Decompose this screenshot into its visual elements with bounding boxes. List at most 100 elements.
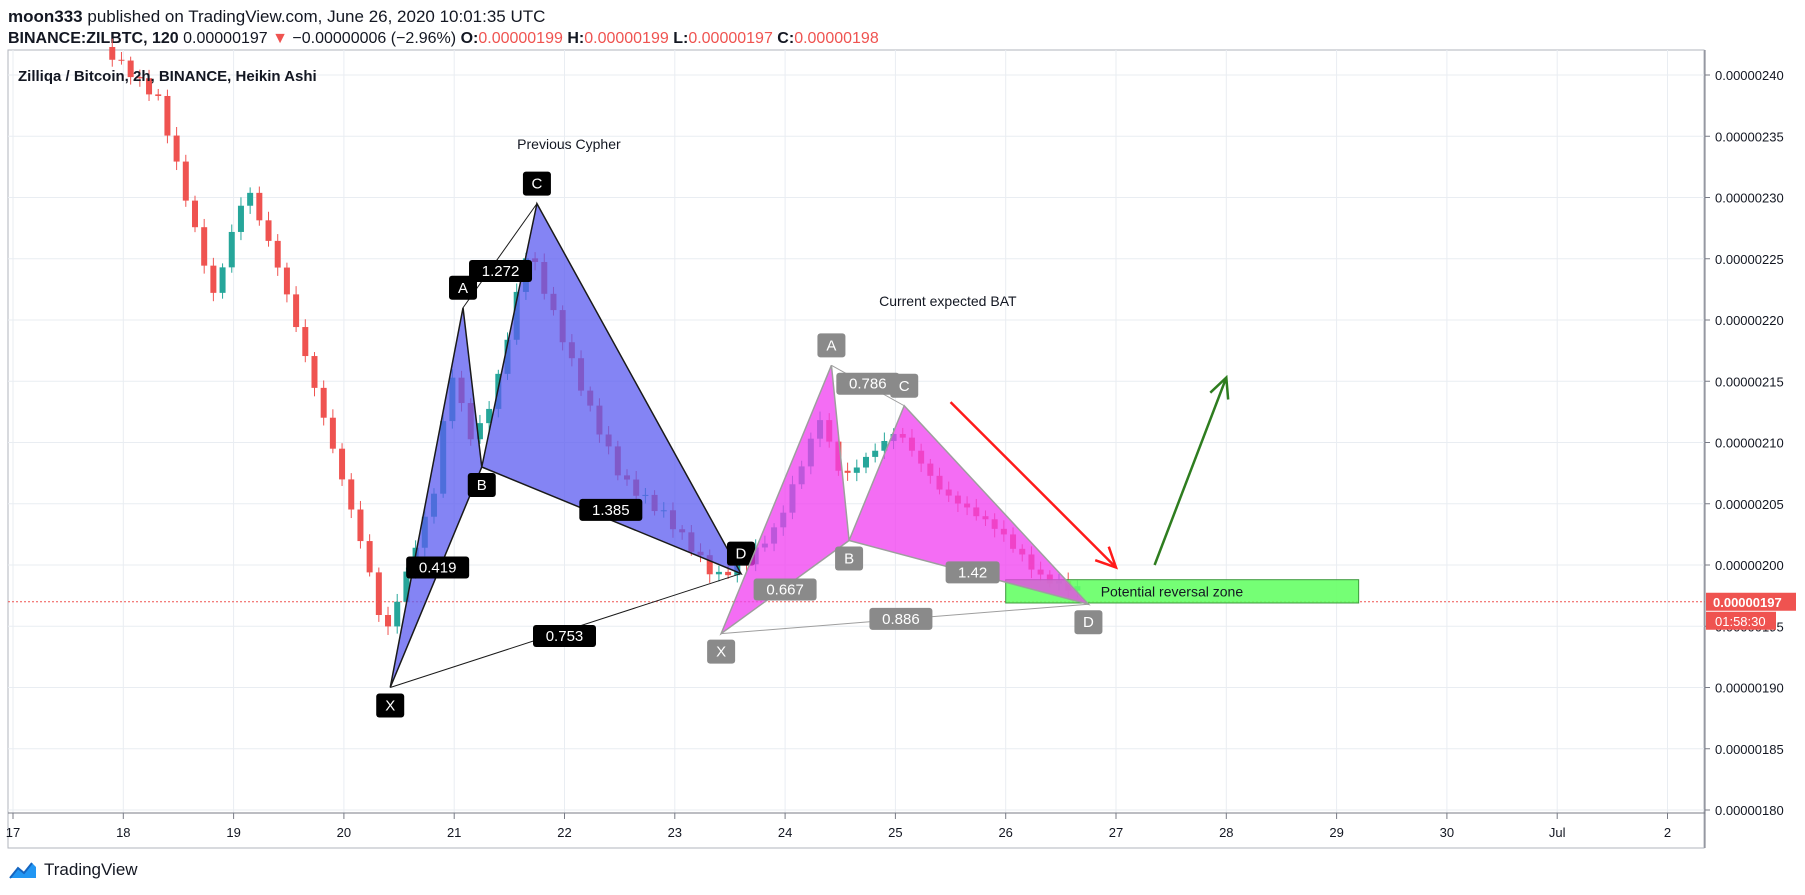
- y-tick-label: 0.00000190: [1715, 681, 1784, 696]
- candle-body: [394, 601, 401, 627]
- cypher-ratio-label: 0.753: [546, 628, 584, 645]
- green-arrow-head: [1209, 374, 1230, 400]
- ohlc-line: BINANCE:ZILBTC, 120 0.00000197 ▼ −0.0000…: [8, 28, 1788, 50]
- high-value: 0.00000199: [584, 30, 669, 47]
- x-tick-label: 29: [1329, 825, 1343, 840]
- x-tick-label: 25: [888, 825, 902, 840]
- change-down-icon: ▼: [272, 30, 288, 47]
- bat-point-box: [817, 333, 846, 358]
- cypher-point-label: A: [458, 280, 468, 297]
- y-tick-label: 0.00000235: [1715, 129, 1784, 144]
- candle-body: [844, 470, 851, 473]
- candle-body: [210, 265, 217, 293]
- candle-body: [715, 571, 722, 575]
- open-label: O:: [460, 30, 479, 47]
- candle-body: [265, 220, 272, 241]
- low-value: 0.00000197: [688, 30, 773, 47]
- candle-body: [476, 423, 483, 440]
- publish-line: moon333 published on TradingView.com, Ju…: [8, 6, 1788, 28]
- chart-title: Zilliqa / Bitcoin, 2h, BINANCE, Heikin A…: [18, 68, 317, 85]
- candle-body: [283, 267, 290, 295]
- x-tick-label: 20: [337, 825, 351, 840]
- symbol-label[interactable]: BINANCE:ZILBTC, 120: [8, 30, 179, 47]
- candle-body: [173, 135, 180, 162]
- cypher-ratio-box: [406, 556, 470, 579]
- candle-body: [339, 448, 346, 480]
- candle-body: [872, 450, 879, 457]
- chart-axes: 0.00000240 0.00000235 0.00000230 0.00000225…: [6, 50, 1796, 848]
- candle-body: [348, 479, 355, 510]
- bat-point-label: D: [1083, 614, 1094, 631]
- previous-cypher-title: Previous Cypher: [517, 136, 621, 152]
- candle-body: [247, 192, 254, 206]
- candle-body: [155, 94, 162, 96]
- bat-ratio-box: [753, 578, 817, 601]
- reversal-zone-box: [1005, 579, 1360, 604]
- footer-brand[interactable]: TradingView: [44, 860, 138, 879]
- cypher-point-label: X: [385, 698, 395, 715]
- x-tick-label: 21: [447, 825, 461, 840]
- candle-body: [146, 78, 153, 95]
- x-tick-label: 18: [116, 825, 130, 840]
- red-arrow-shaft: [949, 401, 1117, 569]
- candle-body: [403, 571, 410, 602]
- last-value: 0.00000197: [183, 30, 268, 47]
- bat-ratio-label: 0.886: [882, 611, 920, 628]
- chart-grid: [7, 49, 1705, 849]
- plot-frame: [7, 49, 1705, 849]
- bat-ratio-box: [869, 607, 933, 630]
- y-tick-label: 0.00000185: [1715, 742, 1784, 757]
- cypher-ratio-box: [579, 498, 643, 521]
- y-tick-label: 0.00000180: [1715, 803, 1784, 818]
- y-tick-label: 0.00000230: [1715, 191, 1784, 206]
- footer: TradingView: [8, 860, 138, 880]
- change-value: −0.00000006 (−2.96%): [292, 30, 457, 47]
- candle-body: [486, 408, 493, 424]
- harmonic-patterns: 1.272 0.419 1.385 0.753 X A B C D Potential rever…: [376, 136, 1360, 718]
- green-arrow-shaft: [1153, 377, 1228, 566]
- bat-point-label: X: [716, 644, 726, 661]
- tradingview-logo-icon: [9, 862, 36, 879]
- cypher-point-box: [726, 541, 755, 566]
- candle-body: [201, 227, 208, 266]
- y-tick-label: 0.00000220: [1715, 313, 1784, 328]
- bat-ratio-label: 0.667: [766, 582, 804, 599]
- bat-ratio-box: [836, 372, 900, 395]
- bat-point-box: [835, 546, 864, 571]
- published-text: published on TradingView.com, June 26, 2…: [87, 7, 546, 26]
- candle-body: [366, 541, 373, 573]
- candle-body: [274, 240, 281, 268]
- x-tick-label: 30: [1440, 825, 1454, 840]
- x-tick-label: 19: [226, 825, 240, 840]
- candle-body: [329, 417, 336, 449]
- candle-body: [256, 192, 263, 221]
- bat-ratio-label: 1.42: [958, 564, 987, 581]
- cypher-point-label: D: [736, 546, 747, 563]
- candle-body: [375, 572, 382, 615]
- candle-body: [385, 614, 392, 627]
- countdown-badge: [1706, 611, 1776, 630]
- cypher-ratio-box: [533, 625, 596, 648]
- candle-body: [191, 200, 198, 228]
- author-name[interactable]: moon333: [8, 7, 83, 26]
- x-tick-label: 17: [6, 825, 20, 840]
- last-price-label: 0.00000197: [1713, 595, 1782, 610]
- bat-point-box: [1074, 610, 1103, 635]
- x-tick-label: Jul: [1549, 825, 1566, 840]
- y-tick-label: 0.00000200: [1715, 558, 1784, 573]
- candle-body: [881, 440, 888, 451]
- x-tick-label: 28: [1219, 825, 1233, 840]
- cypher-ratio-label: 1.272: [482, 263, 520, 280]
- bat-point-box: [890, 373, 919, 398]
- cypher-ratio-label: 1.385: [592, 502, 630, 519]
- cypher-point-box: [522, 171, 551, 196]
- candle-body: [725, 571, 732, 576]
- cypher-point-label: C: [532, 176, 543, 193]
- y-tick-label: 0.00000215: [1715, 374, 1784, 389]
- candle-body: [164, 95, 171, 136]
- candle-body: [862, 456, 869, 468]
- close-label: C:: [777, 30, 795, 47]
- cypher-point-box: [467, 473, 496, 497]
- x-tick-label: 2: [1664, 825, 1671, 840]
